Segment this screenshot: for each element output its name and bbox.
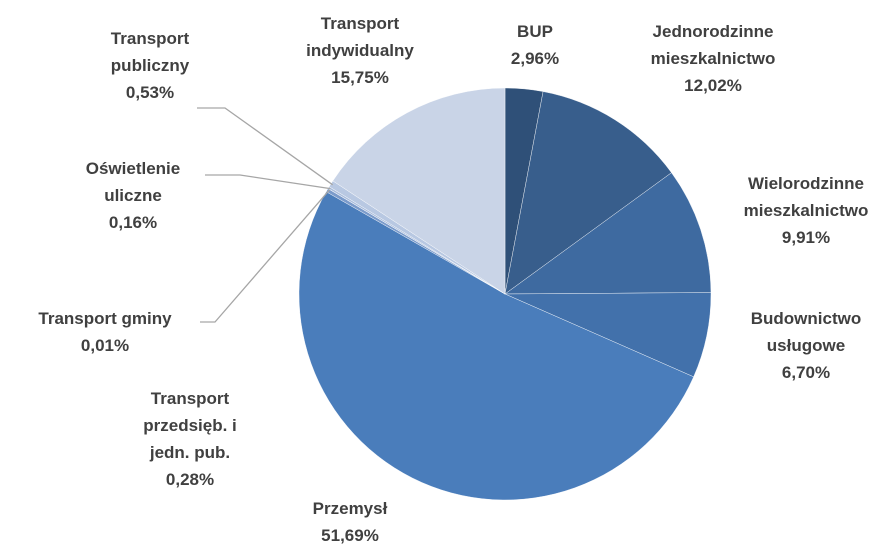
slice-value: 9,91% — [781, 228, 831, 247]
slice-label: BUP 2,96% — [490, 18, 580, 72]
slice-label: Transport gminy 0,01% — [0, 305, 210, 359]
slice-name: Jednorodzinne mieszkalnictwo — [650, 22, 776, 68]
leader-line — [197, 107, 334, 186]
slice-label: Budownictwo usługowe 6,70% — [721, 305, 891, 386]
slice-value: 0,28% — [165, 470, 215, 489]
slice-label: Transport przedsięb. i jedn. pub. 0,28% — [130, 385, 250, 493]
slice-value: 2,96% — [510, 49, 560, 68]
slice-label: Jednorodzinne mieszkalnictwo 12,02% — [628, 18, 798, 99]
slice-name: Wielorodzinne mieszkalnictwo — [743, 174, 869, 220]
slice-name: Transport publiczny — [110, 29, 190, 75]
slice-value: 51,69% — [321, 526, 379, 545]
slice-value: 12,02% — [684, 76, 742, 95]
slice-label: Wielorodzinne mieszkalnictwo 9,91% — [721, 170, 891, 251]
slice-value: 0,16% — [108, 213, 158, 232]
leader-line — [200, 189, 331, 323]
slice-value: 15,75% — [331, 68, 389, 87]
pie-slice — [298, 191, 694, 501]
slice-name: Oświetlenie uliczne — [85, 159, 181, 205]
slice-name: Budownictwo usługowe — [750, 309, 862, 355]
slice-label: Przemysł 51,69% — [290, 495, 410, 549]
slice-label: Transport indywidualny 15,75% — [280, 10, 440, 91]
pie-slice — [504, 172, 712, 295]
slice-value: 0,53% — [125, 83, 175, 102]
slice-name: BUP — [517, 22, 553, 41]
slice-label: Oświetlenie uliczne 0,16% — [63, 155, 203, 236]
slice-name: Transport przedsięb. i jedn. pub. — [143, 389, 237, 462]
slice-name: Transport gminy — [38, 309, 172, 328]
slice-value: 6,70% — [781, 363, 831, 382]
pie-slice — [504, 91, 672, 295]
slice-name: Przemysł — [312, 499, 388, 518]
slice-value: 0,01% — [80, 336, 130, 355]
pie-slice — [332, 87, 506, 295]
slice-name: Transport indywidualny — [306, 14, 414, 60]
leader-line — [205, 174, 331, 190]
slice-label: Transport publiczny 0,53% — [90, 25, 210, 106]
